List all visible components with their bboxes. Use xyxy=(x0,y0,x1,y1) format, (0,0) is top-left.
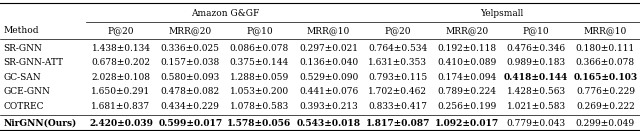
Text: 0.599±0.017: 0.599±0.017 xyxy=(158,119,222,128)
Text: P@20: P@20 xyxy=(385,26,411,35)
Text: P@10: P@10 xyxy=(523,26,550,35)
Text: 0.165±0.103: 0.165±0.103 xyxy=(573,73,637,82)
Text: 0.779±0.043: 0.779±0.043 xyxy=(507,119,566,128)
Text: Yelpsmall: Yelpsmall xyxy=(480,9,524,18)
Text: 0.764±0.534: 0.764±0.534 xyxy=(368,44,428,53)
Text: 0.580±0.093: 0.580±0.093 xyxy=(161,73,220,82)
Text: 1.021±0.583: 1.021±0.583 xyxy=(507,102,566,111)
Text: 0.174±0.094: 0.174±0.094 xyxy=(437,73,497,82)
Text: 1.650±0.291: 1.650±0.291 xyxy=(92,87,150,96)
Text: 0.269±0.222: 0.269±0.222 xyxy=(576,102,635,111)
Text: 2.420±0.039: 2.420±0.039 xyxy=(89,119,153,128)
Text: 0.441±0.076: 0.441±0.076 xyxy=(299,87,358,96)
Text: 1.438±0.134: 1.438±0.134 xyxy=(92,44,150,53)
Text: 0.989±0.183: 0.989±0.183 xyxy=(507,58,566,67)
Text: 0.157±0.038: 0.157±0.038 xyxy=(161,58,220,67)
Text: 0.478±0.082: 0.478±0.082 xyxy=(161,87,220,96)
Text: Method: Method xyxy=(3,26,38,35)
Text: 0.789±0.224: 0.789±0.224 xyxy=(438,87,497,96)
Text: 0.434±0.229: 0.434±0.229 xyxy=(161,102,220,111)
Text: GC-SAN: GC-SAN xyxy=(3,73,41,82)
Text: MRR@20: MRR@20 xyxy=(168,26,212,35)
Text: SR-GNN-ATT: SR-GNN-ATT xyxy=(3,58,63,67)
Text: 0.793±0.115: 0.793±0.115 xyxy=(368,73,428,82)
Text: 0.086±0.078: 0.086±0.078 xyxy=(230,44,289,53)
Text: MRR@10: MRR@10 xyxy=(584,26,627,35)
Text: 1.631±0.353: 1.631±0.353 xyxy=(368,58,428,67)
Text: 0.543±0.018: 0.543±0.018 xyxy=(296,119,361,128)
Text: NirGNN(Ours): NirGNN(Ours) xyxy=(3,119,76,128)
Text: 1.578±0.056: 1.578±0.056 xyxy=(227,119,292,128)
Text: COTREC: COTREC xyxy=(3,102,44,111)
Text: Amazon G&GF: Amazon G&GF xyxy=(191,9,259,18)
Text: 0.833±0.417: 0.833±0.417 xyxy=(368,102,428,111)
Text: MRR@10: MRR@10 xyxy=(307,26,350,35)
Text: 2.028±0.108: 2.028±0.108 xyxy=(92,73,150,82)
Text: 0.418±0.144: 0.418±0.144 xyxy=(504,73,568,82)
Text: 1.092±0.017: 1.092±0.017 xyxy=(435,119,499,128)
Text: SR-GNN: SR-GNN xyxy=(3,44,42,53)
Text: 1.817±0.087: 1.817±0.087 xyxy=(365,119,430,128)
Text: 0.410±0.089: 0.410±0.089 xyxy=(437,58,497,67)
Text: 0.256±0.199: 0.256±0.199 xyxy=(437,102,497,111)
Text: MRR@20: MRR@20 xyxy=(445,26,488,35)
Text: 0.136±0.040: 0.136±0.040 xyxy=(299,58,358,67)
Text: 0.678±0.202: 0.678±0.202 xyxy=(92,58,150,67)
Text: 1.681±0.837: 1.681±0.837 xyxy=(92,102,150,111)
Text: 0.336±0.025: 0.336±0.025 xyxy=(161,44,220,53)
Text: 1.053±0.200: 1.053±0.200 xyxy=(230,87,289,96)
Text: 1.702±0.462: 1.702±0.462 xyxy=(368,87,428,96)
Text: 0.180±0.111: 0.180±0.111 xyxy=(576,44,635,53)
Text: 0.393±0.213: 0.393±0.213 xyxy=(300,102,358,111)
Text: P@10: P@10 xyxy=(246,26,273,35)
Text: 1.428±0.563: 1.428±0.563 xyxy=(507,87,566,96)
Text: 0.776±0.229: 0.776±0.229 xyxy=(576,87,635,96)
Text: 0.366±0.078: 0.366±0.078 xyxy=(576,58,635,67)
Text: 0.297±0.021: 0.297±0.021 xyxy=(299,44,358,53)
Text: 0.192±0.118: 0.192±0.118 xyxy=(437,44,497,53)
Text: 0.375±0.144: 0.375±0.144 xyxy=(230,58,289,67)
Text: 0.476±0.346: 0.476±0.346 xyxy=(507,44,566,53)
Text: 0.299±0.049: 0.299±0.049 xyxy=(576,119,635,128)
Text: 0.529±0.090: 0.529±0.090 xyxy=(299,73,358,82)
Text: P@20: P@20 xyxy=(108,26,134,35)
Text: 1.288±0.059: 1.288±0.059 xyxy=(230,73,289,82)
Text: 1.078±0.583: 1.078±0.583 xyxy=(230,102,289,111)
Text: GCE-GNN: GCE-GNN xyxy=(3,87,50,96)
